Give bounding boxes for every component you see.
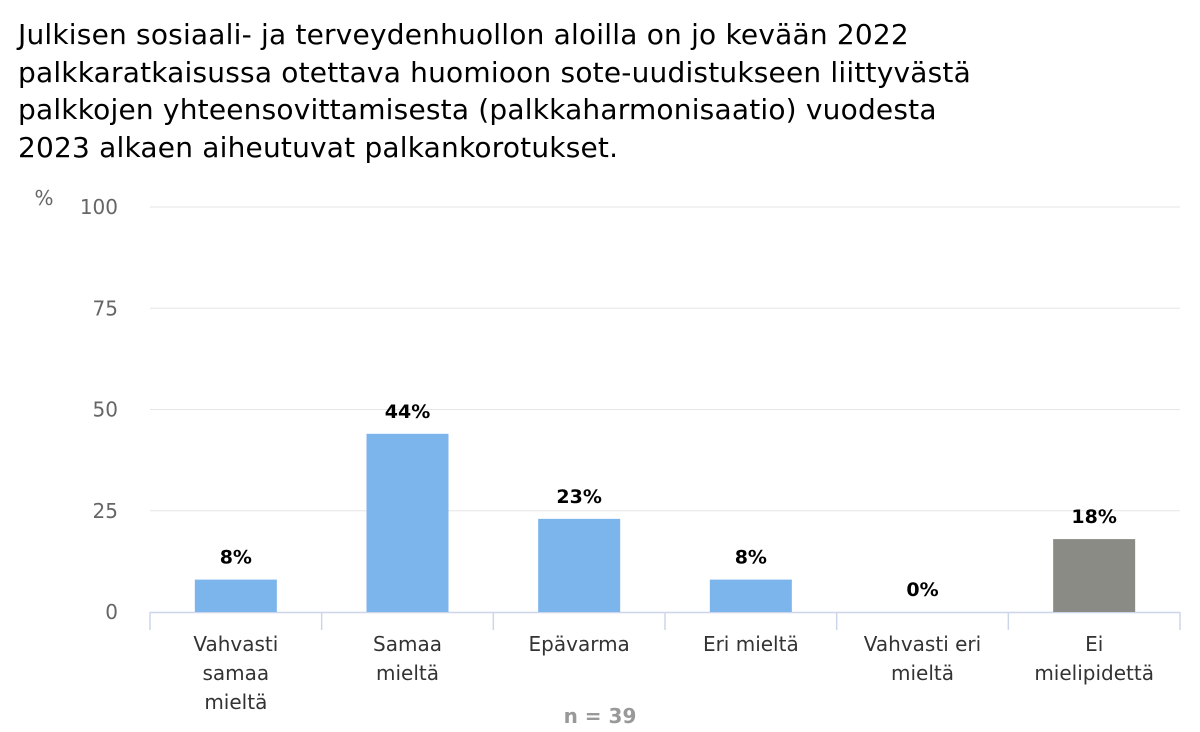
data-label: 23% [556, 486, 601, 508]
data-label: 18% [1071, 506, 1116, 528]
data-label: 0% [906, 579, 938, 601]
bar [1053, 539, 1136, 612]
title-line: palkkojen yhteensovittamisesta (palkkaha… [18, 93, 937, 126]
category-label: Eri mieltä [703, 632, 799, 656]
bar [709, 579, 792, 612]
category-label: Samaa [373, 632, 442, 656]
y-tick-label: 0 [105, 600, 118, 624]
y-tick-label: 25 [93, 499, 118, 523]
bar [366, 433, 449, 612]
bar [538, 518, 621, 612]
bar [194, 579, 277, 612]
sample-size-note: n = 39 [563, 704, 637, 728]
data-label: 44% [385, 401, 430, 423]
data-label: 8% [220, 547, 252, 569]
category-label: Epävarma [529, 632, 630, 656]
y-tick-label: 50 [93, 398, 118, 422]
category-label: Ei [1085, 632, 1103, 656]
category-label: mieltä [376, 661, 439, 685]
category-label: mieltä [891, 661, 954, 685]
title-line: Julkisen sosiaali- ja terveydenhuollon a… [18, 18, 909, 51]
category-label: Vahvasti eri [864, 632, 981, 656]
title-line: palkkaratkaisussa otettava huomioon sote… [18, 55, 971, 89]
y-axis-label: % [34, 186, 53, 210]
title-line: 2023 alkaen aiheutuvat palkankorotukset. [18, 130, 619, 164]
chart-title: Julkisen sosiaali- ja terveydenhuollon a… [18, 16, 1168, 166]
y-tick-label: 100 [80, 195, 118, 219]
category-label: mielipidettä [1034, 661, 1154, 685]
y-tick-label: 75 [93, 296, 118, 320]
category-label: mieltä [204, 690, 267, 714]
category-label: samaa [202, 661, 269, 685]
category-label: Vahvasti [193, 632, 278, 656]
data-label: 8% [735, 547, 767, 569]
